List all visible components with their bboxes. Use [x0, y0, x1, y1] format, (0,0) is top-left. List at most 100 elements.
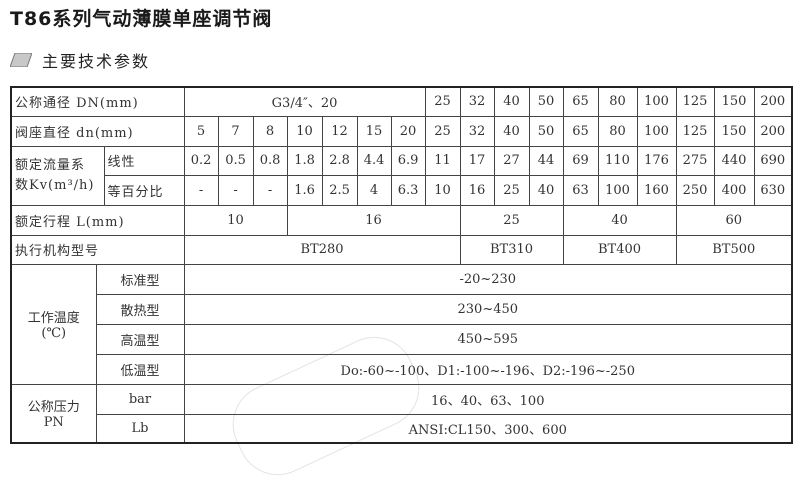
- kv-linear-value: 176: [636, 145, 677, 176]
- section-heading: 主要技术参数: [10, 48, 150, 72]
- temperature-label: 工作温度 (℃): [10, 263, 97, 385]
- kv-equal-value: -: [183, 174, 219, 206]
- kv-type-label: 线性: [103, 145, 185, 176]
- seat-value: 32: [459, 115, 495, 147]
- temperature-type: 高温型: [95, 323, 185, 355]
- row-temperature: 高温型 450~595: [11, 323, 793, 355]
- row-kv-equal-percentage: 等百分比 - - -1.6 2.5 4 6.3 10 16 25 40 63 100 160 250 400 6…: [11, 174, 793, 206]
- dn-value: 25: [424, 86, 461, 117]
- dn-value: 50: [528, 86, 564, 117]
- kv-equal-value: 250: [675, 174, 715, 206]
- kv-equal-value: -: [217, 174, 254, 206]
- kv-linear-value: 0.2: [183, 145, 219, 176]
- row-actuator-model: 执行机构型号 BT280 BT310 BT400 BT500: [10, 234, 793, 265]
- seat-value: 25: [424, 115, 461, 147]
- parallelogram-bullet-icon: [10, 53, 32, 67]
- kv-type-label: 等百分比: [103, 174, 185, 206]
- kv-equal-value: 16: [459, 174, 495, 206]
- row-label: 执行机构型号: [10, 234, 185, 265]
- actuator-value: BT310: [459, 234, 564, 265]
- kv-linear-value: 2.8: [321, 145, 358, 176]
- dn-value: 80: [597, 86, 638, 117]
- kv-linear-value: 27: [493, 145, 530, 176]
- kv-equal-value: 630: [753, 174, 793, 206]
- temperature-value: Do:-60~-100、D1:-100~-196、D2:-196~-250: [183, 353, 793, 385]
- row-temperature: 工作温度 (℃) 标准型 -20~230: [10, 263, 793, 385]
- seat-value: 200: [753, 115, 793, 147]
- kv-equal-value: 10: [424, 174, 461, 206]
- stroke-value: 10: [183, 204, 288, 236]
- kv-equal-value: 40: [528, 174, 564, 206]
- dn-value: 100: [636, 86, 677, 117]
- seat-value: 80: [597, 115, 638, 147]
- kv-linear-value: 44: [528, 145, 564, 176]
- kv-equal-value: 25: [493, 174, 530, 206]
- dn-value: 40: [493, 86, 530, 117]
- row-seat-diameter: 阀座直径 dn(mm) 5 7 8 10 12 15 20 25 32 40 50 65 80 100 125…: [10, 115, 793, 147]
- row-label: 额定行程 L(mm): [10, 204, 185, 236]
- seat-value: 12: [321, 115, 358, 147]
- kv-linear-value: 11: [424, 145, 461, 176]
- kv-equal-value: 100: [597, 174, 638, 206]
- seat-value: 10: [286, 115, 323, 147]
- kv-linear-value: 1.8: [286, 145, 323, 176]
- temperature-value: 450~595: [183, 323, 793, 355]
- row-nominal-diameter: 公称通径 DN(mm) G3/4″、20 25 32 40 50 65 80 100 125 150…: [10, 86, 793, 117]
- dn-value: 125: [675, 86, 715, 117]
- dn-value: 65: [562, 86, 599, 117]
- kv-linear-value: 0.8: [252, 145, 288, 176]
- seat-value: 50: [528, 115, 564, 147]
- temperature-value: -20~230: [183, 263, 793, 295]
- spec-table: 公称通径 DN(mm) G3/4″、20 25 32 40 50 65 80 100 125 150…: [10, 86, 793, 444]
- pressure-value: ANSI:CL150、300、600: [183, 413, 793, 444]
- label-line-1: 公称压力: [27, 400, 80, 416]
- kv-linear-value: 69: [562, 145, 599, 176]
- kv-equal-value: 6.3: [390, 174, 426, 206]
- stroke-value: 60: [675, 204, 793, 236]
- kv-equal-value: 4: [356, 174, 392, 206]
- label-line-2: 数Kv(m³/h): [15, 177, 95, 193]
- seat-value: 5: [183, 115, 219, 147]
- pressure-unit: bar: [95, 383, 185, 415]
- seat-value: 7: [217, 115, 254, 147]
- kv-label: 额定流量系 数Kv(m³/h): [10, 145, 105, 206]
- kv-linear-value: 6.9: [390, 145, 426, 176]
- kv-linear-value: 275: [675, 145, 715, 176]
- kv-equal-value: 1.6: [286, 174, 323, 206]
- actuator-value: BT400: [562, 234, 677, 265]
- row-label: 公称通径 DN(mm): [10, 86, 185, 117]
- dn-value: 32: [459, 86, 495, 117]
- row-kv-linear: 额定流量系 数Kv(m³/h) 线性 0.2 0.5 0.8 1.8 2.8 4.4 6.9 11 1…: [10, 145, 793, 206]
- kv-linear-value: 440: [713, 145, 755, 176]
- kv-linear-value: 110: [597, 145, 638, 176]
- dn-value: 150: [713, 86, 755, 117]
- temperature-type: 散热型: [95, 293, 185, 325]
- kv-linear-value: 17: [459, 145, 495, 176]
- row-pressure: 公称压力 PN bar 16、40、63、100: [10, 383, 793, 444]
- kv-equal-value: 63: [562, 174, 599, 206]
- row-label: 阀座直径 dn(mm): [10, 115, 185, 147]
- pressure-value: 16、40、63、100: [183, 383, 793, 415]
- seat-value: 40: [493, 115, 530, 147]
- temperature-type: 标准型: [95, 263, 185, 295]
- seat-value: 150: [713, 115, 755, 147]
- seat-value: 15: [356, 115, 392, 147]
- stroke-value: 16: [286, 204, 461, 236]
- seat-value: 65: [562, 115, 599, 147]
- label-line-2: PN: [43, 415, 64, 431]
- row-temperature: 低温型 Do:-60~-100、D1:-100~-196、D2:-196~-250: [11, 353, 793, 385]
- label-line-1: 工作温度: [27, 311, 80, 326]
- dn-value: 200: [753, 86, 793, 117]
- stroke-value: 25: [459, 204, 564, 236]
- kv-equal-value: -: [252, 174, 288, 206]
- label-line-2: (℃): [41, 326, 67, 341]
- kv-equal-value: 2.5: [321, 174, 358, 206]
- kv-linear-value: 690: [753, 145, 793, 176]
- actuator-value: BT280: [183, 234, 461, 265]
- seat-value: 100: [636, 115, 677, 147]
- temperature-value: 230~450: [183, 293, 793, 325]
- seat-value: 125: [675, 115, 715, 147]
- kv-linear-value: 4.4: [356, 145, 392, 176]
- temperature-type: 低温型: [95, 353, 185, 385]
- row-temperature: 散热型 230~450: [11, 293, 793, 325]
